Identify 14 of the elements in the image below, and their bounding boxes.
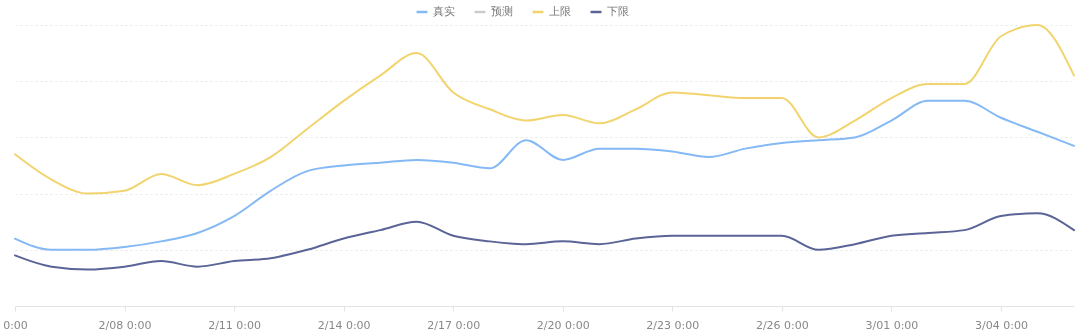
x-tick-label: 2/26 0:00 xyxy=(755,318,809,332)
x-tick-label: 2/14 0:00 xyxy=(317,318,371,332)
x-tick-label: 2/17 0:00 xyxy=(427,318,481,332)
x-tick-label: 3/04 0:00 xyxy=(975,318,1028,332)
x-tick-label: 2/20 0:00 xyxy=(536,318,590,332)
x-tick-label: 2/23 0:00 xyxy=(646,318,700,332)
legend-label: 预测 xyxy=(491,5,513,18)
x-tick-label: 2/08 0:00 xyxy=(98,318,152,332)
legend-label: 上限 xyxy=(549,5,571,18)
legend-label: 真实 xyxy=(433,5,455,18)
x-tick-label: 2/11 0:00 xyxy=(208,318,262,332)
legend-label: 下限 xyxy=(607,5,629,18)
x-tick-label: 3/01 0:00 xyxy=(865,318,919,332)
x-tick-label: 0:00 xyxy=(3,318,28,332)
